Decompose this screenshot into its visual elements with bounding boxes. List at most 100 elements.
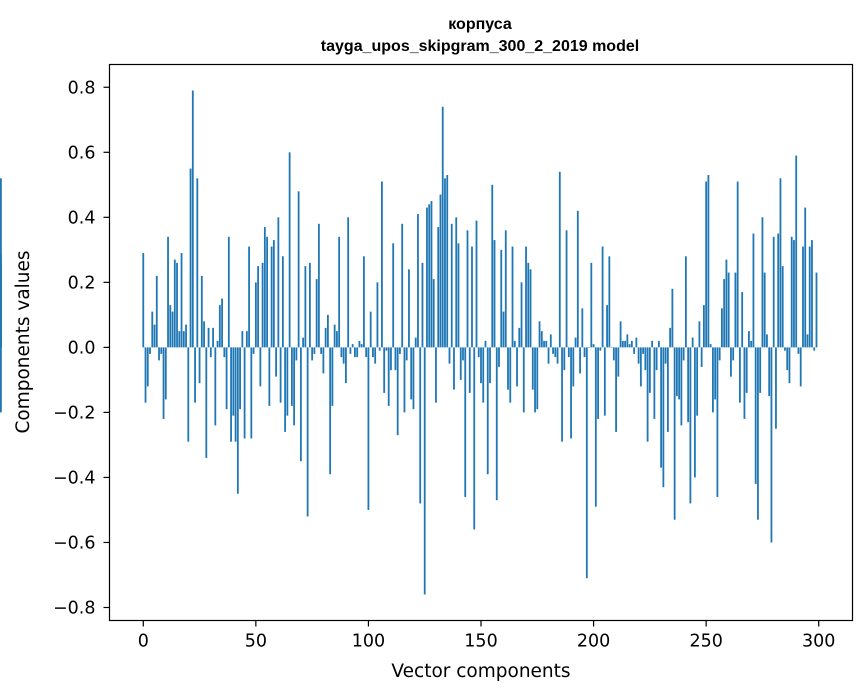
bar — [682, 347, 685, 361]
bar — [739, 347, 741, 403]
bar — [405, 347, 408, 361]
bar — [732, 347, 735, 361]
bar — [261, 262, 264, 348]
bar — [356, 347, 359, 358]
y-tick-label: 0.6 — [68, 143, 96, 163]
bar — [723, 279, 726, 348]
bar — [554, 347, 557, 358]
bar — [232, 347, 235, 416]
bar — [730, 347, 732, 377]
bar — [507, 347, 509, 390]
bar — [257, 266, 259, 348]
bar — [748, 331, 750, 348]
chart-title: корпуса — [448, 16, 512, 33]
bar — [176, 262, 178, 348]
bar — [770, 347, 773, 543]
bar — [703, 305, 705, 348]
bar — [284, 347, 287, 432]
x-tick-label: 200 — [577, 632, 610, 652]
bar — [162, 347, 165, 419]
bar — [394, 347, 397, 371]
bar — [547, 347, 550, 364]
bar — [207, 327, 210, 348]
bar — [383, 347, 386, 393]
x-axis-ticks: 0 50 100 150 200 250 300 — [138, 620, 835, 652]
bar — [603, 347, 606, 416]
bar — [146, 347, 149, 387]
bar — [698, 321, 701, 348]
bar — [545, 340, 548, 348]
bar — [419, 347, 422, 504]
bar — [227, 236, 230, 348]
bar — [225, 347, 228, 410]
bar — [538, 321, 541, 348]
bar — [725, 259, 728, 348]
bar — [608, 256, 611, 348]
bar — [263, 227, 266, 348]
bar — [651, 340, 654, 348]
bar — [549, 334, 552, 348]
bar — [268, 347, 271, 406]
bar — [799, 347, 802, 387]
bar — [245, 331, 248, 348]
bar — [766, 334, 768, 348]
bar — [435, 347, 437, 403]
bar — [637, 347, 640, 364]
bar — [455, 217, 458, 348]
bar — [468, 347, 471, 393]
bar — [345, 347, 347, 384]
bar — [696, 347, 699, 416]
bar — [498, 347, 500, 367]
bar — [644, 347, 647, 371]
bar — [599, 347, 602, 351]
bar — [664, 347, 667, 364]
bar — [0, 347, 2, 413]
bar — [531, 347, 534, 390]
bar — [351, 344, 354, 348]
bar — [209, 347, 212, 358]
bar — [169, 305, 172, 348]
bar — [624, 340, 626, 348]
bar — [412, 347, 415, 410]
bar — [275, 347, 278, 377]
bar — [401, 223, 404, 348]
bar — [149, 347, 151, 354]
bar — [410, 347, 413, 400]
bar — [493, 240, 496, 348]
bar — [281, 256, 284, 348]
bar — [432, 279, 435, 348]
bar — [185, 324, 187, 348]
bar — [646, 347, 649, 442]
bar — [570, 347, 572, 439]
bar — [678, 347, 681, 400]
bar — [727, 272, 730, 348]
bar — [790, 236, 793, 348]
bar — [367, 347, 370, 510]
bar — [718, 347, 721, 361]
bar — [610, 347, 613, 348]
bar — [466, 230, 469, 348]
bar — [486, 347, 489, 475]
bar — [369, 311, 372, 348]
bar — [288, 152, 291, 348]
bar — [482, 347, 485, 403]
y-tick-label: 0.8 — [68, 78, 96, 98]
bar — [475, 220, 478, 348]
bar — [171, 311, 174, 348]
bar — [601, 246, 604, 348]
bar — [313, 347, 316, 354]
bar — [428, 204, 431, 348]
bar — [399, 347, 401, 354]
bar — [761, 217, 764, 348]
chart-subtitle: tayga_upos_skipgram_300_2_2019 model — [321, 38, 639, 55]
bar — [198, 347, 201, 384]
bar — [439, 194, 442, 348]
plot-frame — [108, 63, 854, 622]
bar — [513, 340, 516, 348]
x-tick-label: 150 — [464, 632, 497, 652]
bar — [354, 347, 356, 358]
bar — [743, 347, 746, 419]
bar — [635, 337, 638, 348]
